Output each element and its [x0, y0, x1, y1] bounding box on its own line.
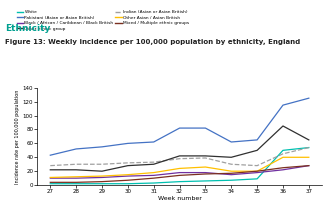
Y-axis label: Incidence rate per 100,000 population: Incidence rate per 100,000 population [15, 89, 20, 184]
Legend: White, Pakistani (Asian or Asian British), Black / African / Caribbean / Black B: White, Pakistani (Asian or Asian British… [17, 10, 189, 31]
Text: Ethnicity: Ethnicity [5, 24, 50, 33]
Text: Confirmed cases in England: Confirmed cases in England [5, 7, 146, 16]
X-axis label: Week number: Week number [158, 196, 202, 201]
Text: Year: 2020: Year: 2020 [202, 7, 245, 16]
Text: Figure 13: Weekly incidence per 100,000 population by ethnicity, England: Figure 13: Weekly incidence per 100,000 … [5, 39, 300, 45]
Text: Week: 38: Week: 38 [263, 7, 303, 16]
